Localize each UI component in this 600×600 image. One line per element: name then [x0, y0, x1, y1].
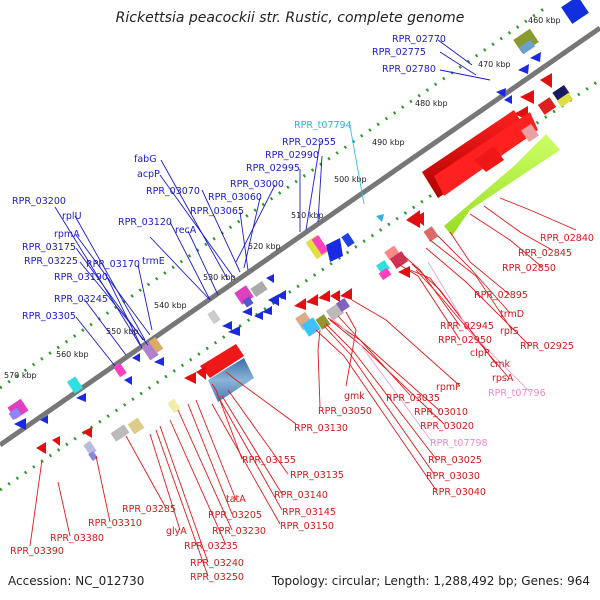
gene-label[interactable]: RPR_03135: [290, 470, 344, 481]
gene-label[interactable]: RPR_03035: [386, 393, 440, 404]
pink-leader-lines: [331, 261, 531, 443]
outer-tick-ring: [0, 6, 546, 390]
gene-label[interactable]: RPR_02955: [282, 137, 336, 148]
gene-label[interactable]: acpP: [137, 169, 160, 180]
accession-text: Accession: NC_012730: [8, 574, 144, 588]
genome-backbone: [0, 25, 600, 448]
tick-490-kbp: 490 kbp: [372, 138, 405, 147]
gene-label[interactable]: RPR_03305: [22, 311, 76, 322]
tick-460-kbp: 460 kbp: [528, 16, 561, 25]
gene-label[interactable]: RPR_03225: [24, 256, 78, 267]
gene-label[interactable]: RPR_03030: [426, 471, 480, 482]
tick-480-kbp: 480 kbp: [415, 99, 448, 108]
gene-label[interactable]: RPR_02945: [440, 321, 494, 332]
cyan-leader-line: [349, 125, 365, 205]
topology-text: Topology: circular; Length: 1,288,492 bp…: [271, 574, 590, 588]
gene-label[interactable]: RPR_03235: [184, 541, 238, 552]
gene-label[interactable]: gmk: [344, 391, 365, 402]
gene-label[interactable]: RPR_03010: [414, 407, 468, 418]
gene-label[interactable]: RPR_t07798: [430, 438, 488, 449]
gene-label[interactable]: RPR_03205: [208, 510, 262, 521]
gene-label[interactable]: RPR_03310: [88, 518, 142, 529]
gene-label[interactable]: RPR_03020: [420, 421, 474, 432]
gene-label[interactable]: tatA: [226, 494, 246, 505]
gene-label[interactable]: RPR_03230: [212, 526, 266, 537]
gene-label[interactable]: RPR_03175: [22, 242, 76, 253]
tick-510-kbp: 510 kbp: [291, 211, 324, 220]
forward-strand-features: [7, 0, 589, 430]
gene-label[interactable]: rpmF: [436, 382, 461, 393]
tick-560-kbp: 560 kbp: [56, 350, 89, 359]
gene-label[interactable]: RPR_03170: [86, 259, 140, 270]
gene-label[interactable]: rpmA: [54, 229, 80, 240]
gene-label[interactable]: RPR_03145: [282, 507, 336, 518]
gene-label[interactable]: RPR_03390: [10, 546, 64, 557]
gene-labels: RPR_02770 RPR_02775 RPR_02780 RPR_t07794…: [10, 34, 594, 583]
gene-label[interactable]: RPR_03130: [294, 423, 348, 434]
tick-500-kbp: 500 kbp: [334, 175, 367, 184]
map-title: Rickettsia peacockii str. Rustic, comple…: [116, 10, 465, 26]
gene-label[interactable]: RPR_03150: [280, 521, 334, 532]
gene-label[interactable]: RPR_03250: [190, 572, 244, 583]
gene-label[interactable]: trmD: [500, 309, 524, 320]
gene-label[interactable]: RPR_t07796: [488, 388, 546, 399]
tick-530-kbp: 530 kbp: [203, 273, 236, 282]
gene-label[interactable]: RPR_03040: [432, 487, 486, 498]
gene-label[interactable]: RPR_03065: [190, 206, 244, 217]
gene-label[interactable]: glyA: [166, 526, 187, 537]
tick-570-kbp: 570 kbp: [4, 371, 37, 380]
gene-label[interactable]: RPR_03245: [54, 294, 108, 305]
gene-label[interactable]: RPR_02845: [518, 248, 572, 259]
gene-label[interactable]: fabG: [134, 154, 157, 165]
gene-label[interactable]: RPR_03285: [122, 504, 176, 515]
gene-label[interactable]: RPR_03140: [274, 490, 328, 501]
gene-label[interactable]: recA: [175, 225, 197, 236]
reverse-strand-features: [36, 73, 574, 461]
tick-520-kbp: 520 kbp: [248, 242, 281, 251]
gene-label[interactable]: RPR_03000: [230, 179, 284, 190]
inner-tick-ring: [0, 78, 600, 492]
gene-label[interactable]: trmE: [142, 256, 165, 267]
gene-label[interactable]: RPR_03070: [146, 186, 200, 197]
gene-label[interactable]: clpP: [470, 348, 490, 359]
gene-label[interactable]: rplS: [500, 326, 519, 337]
gene-label[interactable]: RPR_02990: [265, 150, 319, 161]
gene-label[interactable]: RPR_03050: [318, 406, 372, 417]
gene-label[interactable]: RPR_03240: [190, 558, 244, 569]
gene-label[interactable]: RPR_02995: [246, 163, 300, 174]
gene-label[interactable]: RPR_02950: [438, 335, 492, 346]
gene-label[interactable]: cmk: [490, 359, 510, 370]
gene-label[interactable]: rpsA: [492, 373, 514, 384]
gene-label[interactable]: RPR_02895: [474, 290, 528, 301]
gene-label[interactable]: RPR_02850: [502, 263, 556, 274]
tick-470-kbp: 470 kbp: [478, 60, 511, 69]
gene-label[interactable]: RPR_02770: [392, 34, 446, 45]
gene-label[interactable]: RPR_03200: [12, 196, 66, 207]
blue-leader-lines: [54, 39, 491, 367]
gene-label[interactable]: RPR_03380: [50, 533, 104, 544]
gene-label[interactable]: RPR_02780: [382, 64, 436, 75]
gene-label[interactable]: RPR_02925: [520, 341, 574, 352]
gene-label[interactable]: RPR_03025: [428, 455, 482, 466]
gene-label[interactable]: RPR_t07794: [294, 120, 352, 131]
gene-label[interactable]: RPR_03120: [118, 217, 172, 228]
gene-label[interactable]: RPR_03155: [242, 455, 296, 466]
gene-label[interactable]: RPR_02840: [540, 233, 594, 244]
tick-540-kbp: 540 kbp: [154, 301, 187, 310]
gene-label[interactable]: RPR_02775: [372, 47, 426, 58]
gene-label[interactable]: RPR_03060: [208, 192, 262, 203]
tick-550-kbp: 550 kbp: [106, 327, 139, 336]
gene-label[interactable]: RPR_03190: [54, 272, 108, 283]
gene-label[interactable]: rplU: [62, 211, 82, 222]
